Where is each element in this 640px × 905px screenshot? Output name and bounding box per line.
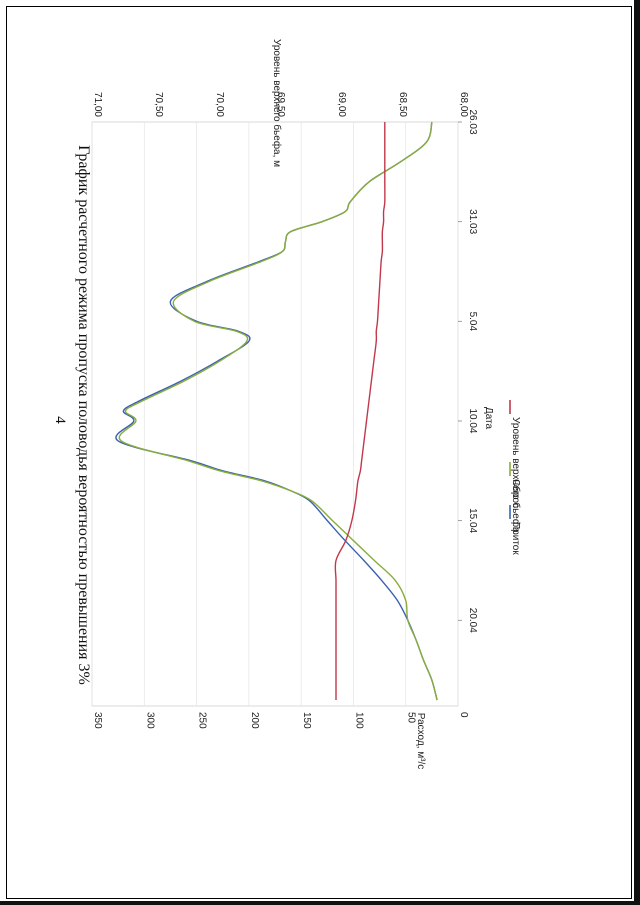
legend-label: Сброс	[510, 479, 522, 508]
y-tick-label: 100	[353, 712, 364, 729]
y-tick-label: 0	[458, 712, 469, 718]
y2-tick-label: 68,00	[458, 92, 469, 117]
x-axis-title: Дата	[483, 407, 494, 430]
chart-title: График расчетного режима пропуска полово…	[75, 145, 92, 685]
x-tick-label: 26.03	[467, 109, 478, 134]
x-tick-label: 15.04	[467, 508, 478, 533]
y2-tick-label: 70,00	[214, 92, 225, 117]
y2-tick-label: 68,50	[397, 92, 408, 117]
y2-axis-title: Уровень верхнего бьефа, м	[271, 39, 283, 167]
y2-tick-label: 69,00	[336, 92, 347, 117]
x-tick-label: 31.03	[467, 209, 478, 234]
y2-tick-label: 71,00	[92, 92, 103, 117]
y2-tick-label: 69,50	[275, 92, 286, 117]
series-line-1	[115, 121, 438, 701]
series-line-3	[334, 122, 386, 701]
y2-tick-label: 70,50	[153, 92, 164, 117]
page-border	[6, 6, 632, 899]
y-tick-label: 200	[249, 712, 260, 729]
y-tick-label: 350	[92, 712, 103, 729]
scan-edge-bottom	[0, 901, 640, 905]
x-tick-label: 10.04	[467, 408, 478, 433]
plot-frame	[91, 121, 459, 707]
chart-labels: 4 График расчетного режима пропуска поло…	[52, 39, 494, 769]
y-axis-title: Расход, м³/с	[415, 713, 426, 770]
x-tick-label: 20.04	[467, 608, 478, 633]
y-tick-label: 150	[301, 712, 312, 729]
y-tick-label: 250	[197, 712, 208, 729]
x-tick-label: 5.04	[467, 312, 478, 332]
legend-label: Приток	[510, 522, 521, 555]
scan-edge-right	[634, 0, 640, 905]
series-line-2	[118, 121, 438, 701]
y-tick-label: 300	[144, 712, 155, 729]
plot-area: 0 50 100 150 200 250 300 350 68,00 68,50 69,00 69,5…	[91, 92, 478, 729]
y-tick-label: 50	[406, 712, 417, 724]
page-number: 4	[52, 416, 68, 424]
legend-label: Уровень верхнего бьефа	[510, 417, 522, 533]
